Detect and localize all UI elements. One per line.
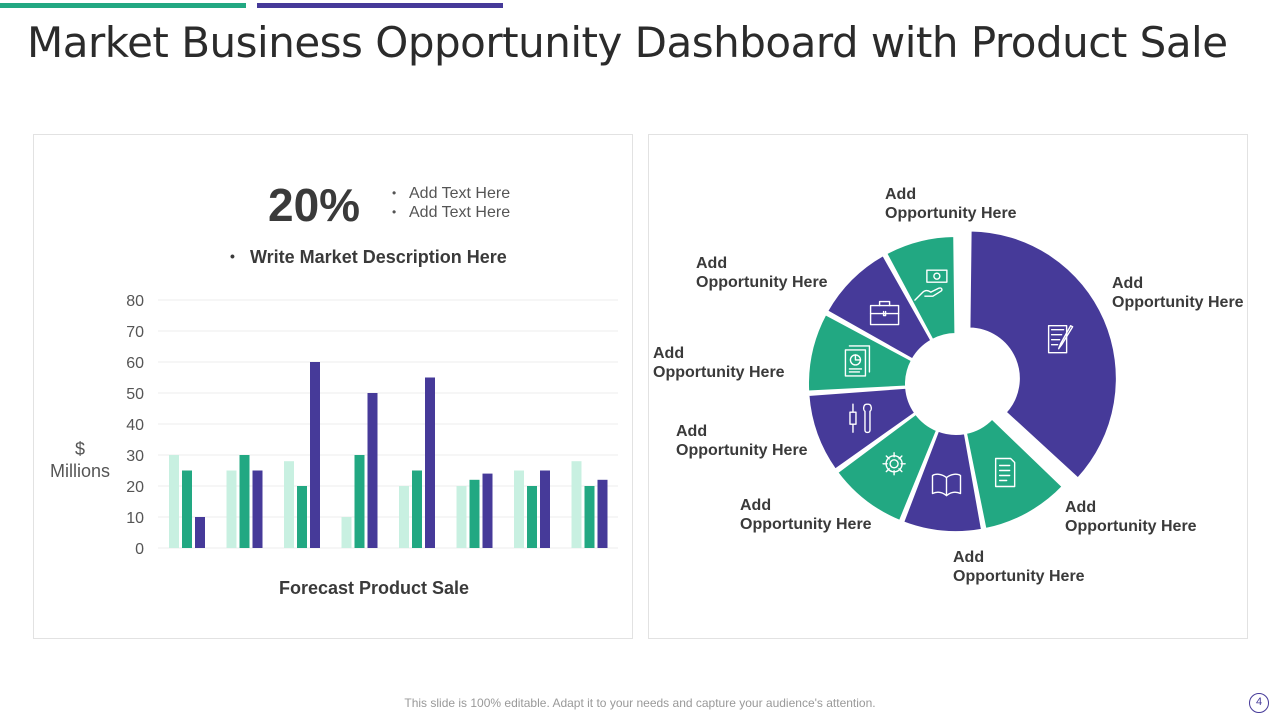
y-tick-label: 50 bbox=[126, 386, 144, 403]
cash-hand-icon bbox=[914, 269, 948, 301]
gear-icon bbox=[882, 452, 906, 476]
summary-bullet-text: Add Text Here bbox=[409, 204, 511, 221]
y-tick-label: 80 bbox=[126, 293, 144, 310]
bar bbox=[354, 455, 365, 548]
bar bbox=[482, 473, 493, 548]
opportunity-label: Add Opportunity Here bbox=[1065, 499, 1197, 535]
bar bbox=[310, 362, 320, 548]
bar bbox=[195, 517, 205, 548]
bar bbox=[252, 470, 263, 548]
opportunity-label: Add Opportunity Here bbox=[653, 345, 785, 381]
bar bbox=[597, 479, 608, 548]
tools-icon bbox=[849, 403, 872, 434]
bar bbox=[182, 470, 192, 548]
bar bbox=[341, 517, 352, 548]
bar bbox=[226, 470, 237, 548]
accent-bar-green bbox=[0, 3, 246, 8]
opportunity-label: Add Opportunity Here bbox=[953, 549, 1085, 585]
bar bbox=[367, 393, 378, 548]
bar bbox=[425, 377, 435, 548]
bar bbox=[239, 455, 250, 548]
bar bbox=[469, 479, 480, 548]
donut-segment bbox=[807, 312, 914, 393]
notepad-pen-icon bbox=[1047, 325, 1074, 354]
summary-bullet-text: Add Text Here bbox=[409, 185, 511, 202]
bar bbox=[399, 486, 409, 548]
open-book-icon bbox=[931, 473, 962, 497]
page-title: Market Business Opportunity Dashboard wi… bbox=[27, 18, 1228, 67]
bar bbox=[412, 470, 422, 548]
opportunity-label: Add Opportunity Here bbox=[740, 497, 872, 533]
donut-segment bbox=[901, 429, 984, 533]
x-axis-title: Forecast Product Sale bbox=[278, 578, 470, 598]
accent-bar-purple bbox=[257, 3, 503, 8]
bar bbox=[514, 470, 524, 548]
y-tick-label: 40 bbox=[126, 417, 144, 434]
opportunity-label: Add Opportunity Here bbox=[885, 186, 1017, 222]
footer-note: This slide is 100% editable. Adapt it to… bbox=[404, 696, 876, 710]
opportunity-label: Add Opportunity Here bbox=[676, 423, 808, 459]
donut-chart-panel bbox=[648, 134, 1248, 639]
y-tick-label: 70 bbox=[126, 324, 144, 341]
summary-bullet: • Add Text Here bbox=[392, 204, 511, 221]
bar bbox=[284, 461, 294, 548]
page-number: 4 bbox=[1249, 693, 1269, 713]
y-tick-label: 20 bbox=[126, 479, 144, 496]
bar bbox=[584, 486, 595, 548]
y-tick-label: 10 bbox=[126, 510, 144, 527]
donut-segment bbox=[968, 229, 1118, 480]
summary-bullets: • Add Text Here • Add Text Here bbox=[392, 184, 510, 222]
bar bbox=[540, 470, 550, 548]
opportunity-label: Add Opportunity Here bbox=[696, 255, 828, 291]
market-description-text: Write Market Description Here bbox=[250, 247, 507, 267]
summary-bullet: • Add Text Here bbox=[392, 185, 511, 202]
y-axis-unit-symbol: $ bbox=[74, 439, 85, 459]
bar bbox=[297, 486, 307, 548]
donut-segment bbox=[825, 253, 933, 361]
y-tick-label: 0 bbox=[135, 541, 144, 558]
bar bbox=[571, 461, 582, 548]
briefcase-icon bbox=[869, 300, 900, 326]
bar bbox=[456, 486, 467, 548]
big-percent-value: 20% bbox=[268, 179, 361, 231]
bar bbox=[169, 455, 179, 548]
donut-segment bbox=[884, 234, 957, 342]
y-axis-unit-label: Millions bbox=[49, 461, 110, 481]
document-list-icon bbox=[994, 457, 1016, 488]
donut-segment bbox=[807, 386, 917, 471]
y-tick-label: 30 bbox=[126, 448, 144, 465]
y-axis-unit: $ Millions bbox=[44, 438, 116, 482]
bar-chart-panel bbox=[33, 134, 633, 639]
report-chart-icon bbox=[844, 345, 871, 377]
market-description: • Write Market Description Here bbox=[230, 247, 507, 267]
y-tick-label: 60 bbox=[126, 355, 144, 372]
opportunity-label: Add Opportunity Here bbox=[1112, 275, 1244, 311]
bar bbox=[527, 486, 537, 548]
